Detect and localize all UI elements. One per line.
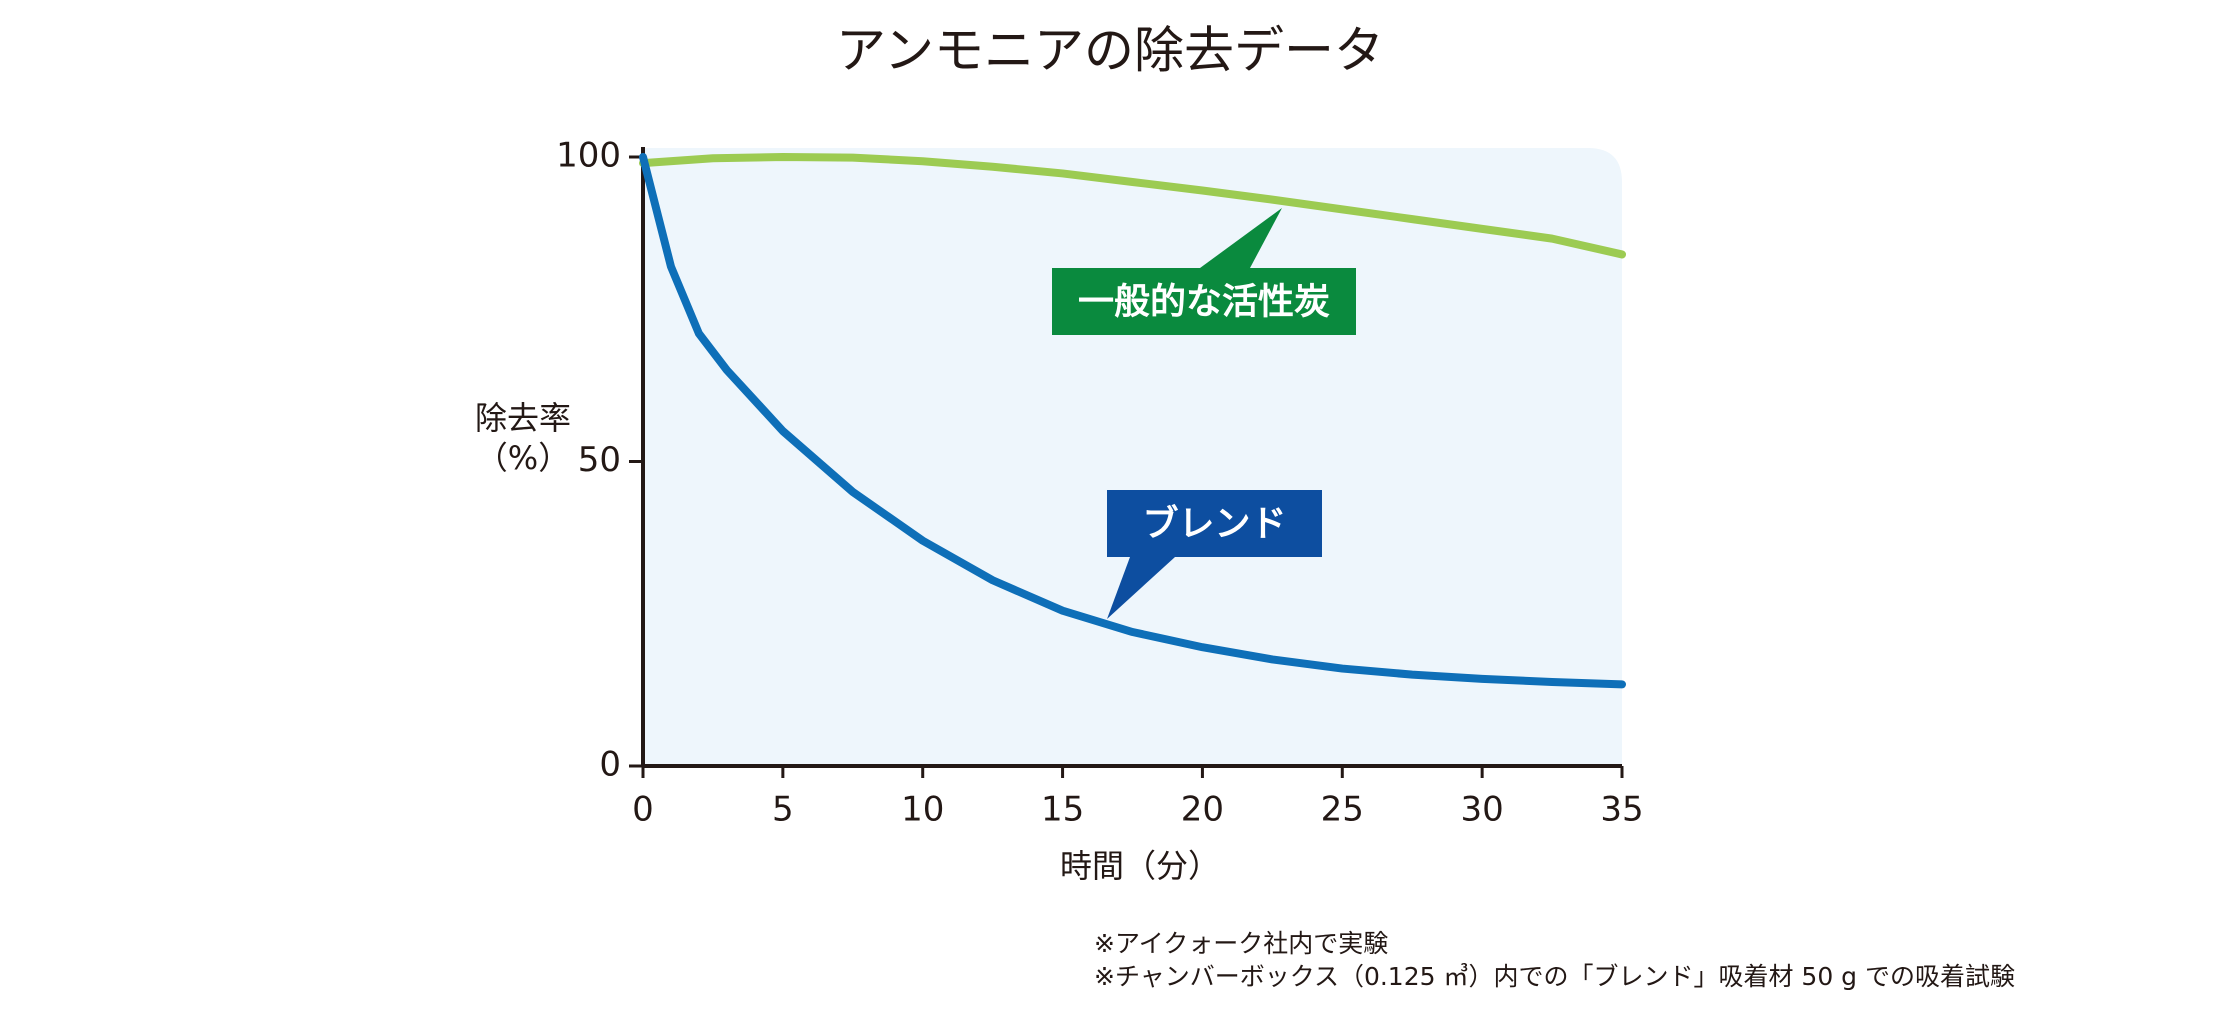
x-tick-label: 5 <box>772 790 794 830</box>
callout-label: 一般的な活性炭 <box>1078 282 1330 323</box>
line <box>639 153 1626 689</box>
line <box>639 153 1626 259</box>
y-axis-label: （%） <box>476 439 570 477</box>
y-tick-label: 100 <box>556 136 621 176</box>
callout-box <box>1107 490 1322 557</box>
x-tick-label: 20 <box>1181 790 1224 830</box>
x-tick-label: 10 <box>901 790 944 830</box>
y-tick-label: 0 <box>599 745 621 785</box>
x-tick-label: 30 <box>1461 790 1504 830</box>
y-tick-label: 50 <box>578 440 621 480</box>
chart-title: アンモニアの除去データ <box>836 22 1384 80</box>
y-axis-label: 除去率 <box>475 399 571 437</box>
callout-pointer <box>1200 208 1282 268</box>
plot-background <box>643 148 1622 766</box>
callout-pointer <box>1107 557 1175 619</box>
x-tick-label: 35 <box>1600 790 1643 830</box>
callout-box <box>1052 268 1356 335</box>
footnote: ※チャンバーボックス（0.125 ㎥）内での「ブレンド」吸着材 50 g での吸… <box>1094 962 2015 991</box>
x-tick-label: 0 <box>632 790 654 830</box>
x-tick-label: 15 <box>1041 790 1084 830</box>
footnote: ※アイクォーク社内で実験 <box>1094 929 1388 958</box>
x-axis-label: 時間（分） <box>1060 847 1220 885</box>
callout-label: ブレンド <box>1142 503 1286 545</box>
x-tick-label: 25 <box>1321 790 1364 830</box>
